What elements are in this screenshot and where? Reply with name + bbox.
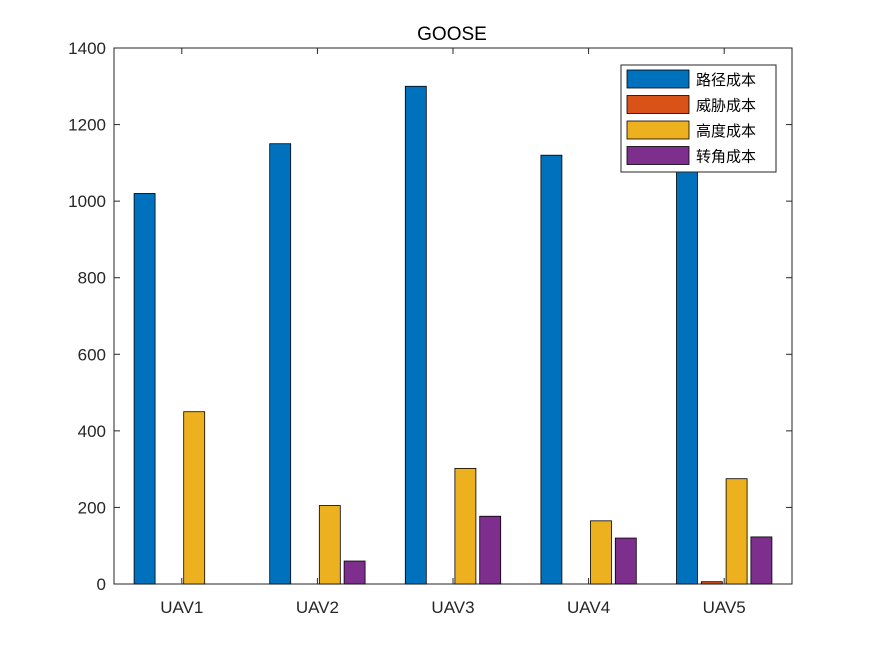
x-tick-label: UAV1 — [160, 598, 203, 617]
bar — [700, 581, 723, 585]
bar — [725, 478, 748, 585]
y-tick-label: 800 — [78, 269, 106, 288]
bar — [750, 536, 773, 585]
legend-label: 转角成本 — [696, 148, 756, 166]
bar — [269, 143, 292, 585]
legend-swatch — [626, 95, 690, 114]
bar — [318, 505, 341, 585]
bar — [133, 193, 156, 585]
legend-label: 高度成本 — [696, 122, 756, 140]
legend-swatch — [626, 69, 690, 89]
y-tick-label: 200 — [78, 498, 106, 517]
y-tick-label: 1400 — [68, 39, 106, 58]
plot-area: 0 200 400 600 800 1000 1200 1400 UAV1 UAV2 UAV3 UAV… — [68, 39, 793, 617]
legend-swatch — [626, 146, 690, 165]
bar — [614, 537, 637, 585]
legend-label: 威胁成本 — [696, 97, 756, 115]
y-tick-label: 1200 — [68, 116, 106, 135]
legend-swatch — [626, 120, 690, 140]
x-tick-label: UAV3 — [431, 598, 474, 617]
y-tick-label: 400 — [78, 422, 106, 441]
x-tick-label: UAV2 — [296, 598, 339, 617]
x-tick-label: UAV5 — [703, 598, 746, 617]
bar — [404, 85, 427, 585]
x-tick-label: UAV4 — [567, 598, 610, 617]
bar — [343, 560, 366, 585]
bar — [479, 515, 502, 585]
bar — [590, 520, 612, 585]
y-tick-label: 600 — [78, 345, 106, 364]
bar — [183, 411, 206, 585]
legend-label: 路径成本 — [696, 71, 756, 89]
y-tick-label: 1000 — [68, 192, 106, 211]
bar — [540, 154, 563, 585]
y-tick-label: 0 — [97, 575, 106, 594]
chart-title: GOOSE — [417, 24, 487, 45]
bar — [454, 467, 477, 585]
